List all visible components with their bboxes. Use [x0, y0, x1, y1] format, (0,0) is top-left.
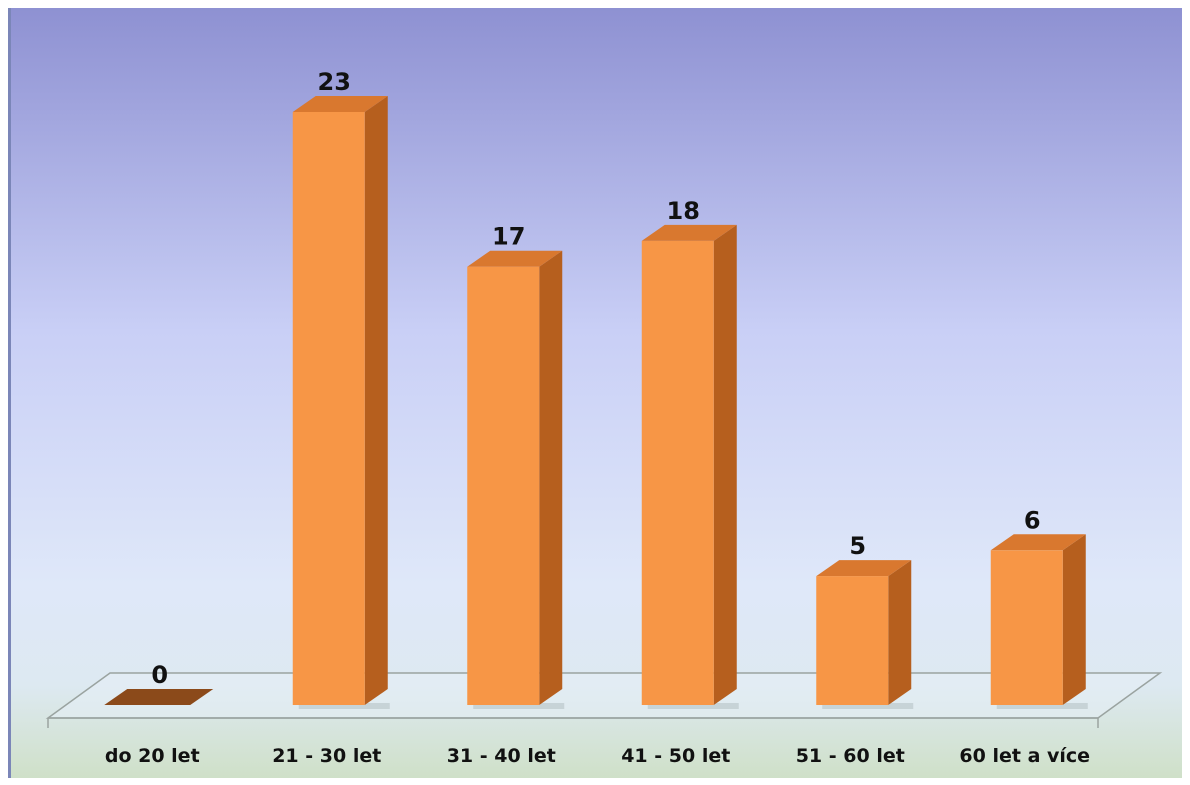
bar-front-face: [816, 576, 889, 705]
category-label-1: 21 - 30 let: [272, 745, 381, 767]
value-label-4: 5: [849, 532, 866, 560]
category-label-0: do 20 let: [105, 745, 200, 767]
bar-shadow: [647, 703, 739, 709]
left-frame-edge: [8, 8, 11, 778]
bar-front-face: [292, 112, 365, 705]
value-label-2: 17: [492, 223, 525, 251]
bar-side-face: [364, 96, 388, 705]
category-label-2: 31 - 40 let: [447, 745, 556, 767]
bar-5: [990, 534, 1088, 709]
labels-layer: 0 do 20 let 23 21 - 30 let 17 31 - 40 let 18 41…: [105, 68, 1090, 767]
bar-side-face: [1062, 534, 1086, 705]
value-label-3: 18: [667, 197, 700, 225]
bar-side-face: [539, 250, 563, 705]
bar-3: [641, 224, 739, 709]
category-label-3: 41 - 50 let: [621, 745, 730, 767]
bars-layer: [104, 96, 1088, 709]
bar-front-face: [467, 266, 540, 705]
bar-2: [467, 250, 565, 709]
bar-side-face: [888, 560, 912, 705]
bar-shadow: [822, 703, 914, 709]
plot-background: [8, 8, 1182, 778]
bar-front-face: [641, 240, 714, 706]
bar-top-face: [467, 250, 563, 267]
bar-zero-face: [104, 689, 214, 705]
bar-shadow: [473, 703, 565, 709]
bar-shadow: [298, 703, 390, 709]
bar-top-face: [641, 224, 737, 241]
category-label-5: 60 let a více: [959, 745, 1090, 767]
bar-side-face: [713, 224, 737, 706]
bar-shadow: [996, 703, 1088, 709]
bar-1: [292, 96, 390, 709]
value-label-1: 23: [318, 68, 351, 96]
value-label-0: 0: [151, 661, 168, 689]
bar-top-face: [816, 560, 912, 577]
bar-top-face: [990, 534, 1086, 551]
bar-4: [816, 560, 914, 709]
value-label-5: 6: [1024, 506, 1041, 534]
bar-top-face: [292, 96, 388, 112]
bar-front-face: [990, 550, 1063, 705]
bar-0: [104, 689, 214, 705]
category-label-4: 51 - 60 let: [796, 745, 905, 767]
